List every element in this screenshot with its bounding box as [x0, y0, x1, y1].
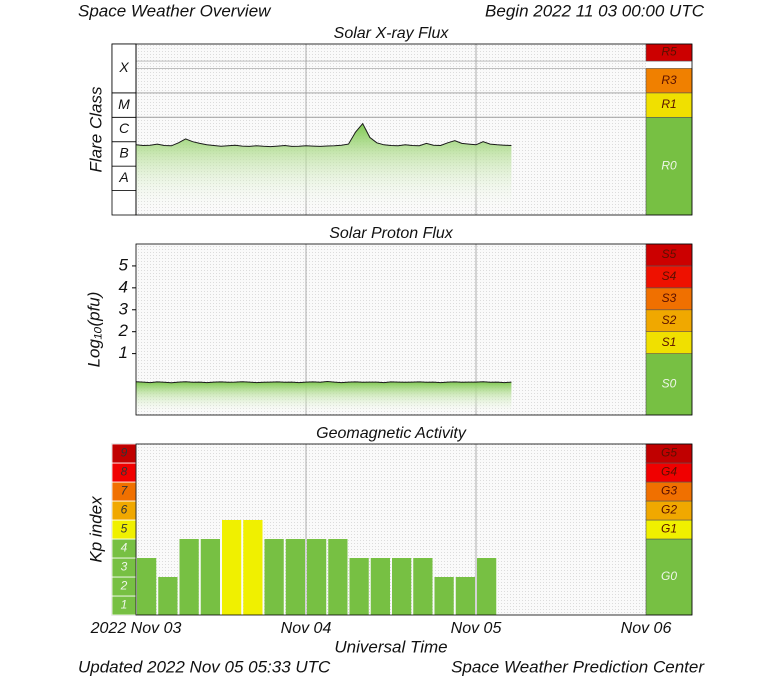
x-tick-label: Nov 04 — [281, 620, 332, 637]
y-tick-label: 5 — [121, 522, 128, 536]
y-tick-label: 3 — [119, 299, 129, 318]
scale-band-label: S0 — [662, 376, 677, 390]
scale-band-label: G5 — [661, 446, 677, 460]
y-tick-label: 7 — [121, 484, 129, 498]
header-title: Space Weather Overview — [78, 1, 272, 20]
kp-bar — [413, 558, 433, 615]
tick-box — [111, 141, 137, 167]
tick-box — [111, 116, 137, 143]
kp-bar — [455, 577, 475, 615]
y-tick-label: 8 — [121, 465, 128, 479]
y-tick-label: 9 — [121, 446, 128, 460]
kp-bar — [243, 520, 263, 615]
scale-band-label: S2 — [662, 313, 677, 327]
scale-band-label: G0 — [661, 569, 677, 583]
kp-bar — [434, 577, 454, 615]
scale-band-label: R3 — [661, 73, 677, 87]
y-tick-label: 4 — [119, 277, 128, 296]
y-axis-label: Log₁₀(pfu) — [84, 292, 103, 368]
scale-band-label: R0 — [661, 158, 677, 172]
kp-bar — [477, 558, 497, 615]
plot-border — [135, 43, 693, 216]
y-tick-label: 1 — [121, 598, 128, 612]
kp-bar — [307, 539, 327, 615]
kp-bar — [222, 520, 242, 615]
y-tick-label: 6 — [121, 503, 128, 517]
kp-bar — [200, 539, 220, 615]
scale-band — [645, 353, 693, 416]
scale-band — [645, 538, 693, 616]
y-tick-label: 3 — [121, 560, 128, 574]
scale-band — [645, 92, 693, 118]
scale-band-label: G4 — [661, 465, 677, 479]
tick-box — [111, 92, 137, 118]
kp-bar — [370, 558, 390, 615]
flux-line — [135, 122, 512, 148]
footer-updated: Updated 2022 Nov 05 05:33 UTC — [78, 657, 331, 676]
y-axis-label: Kp index — [86, 496, 105, 563]
kp-bar — [264, 539, 284, 615]
x-tick-label: Nov 05 — [451, 620, 502, 637]
y-tick-label: 2 — [118, 321, 129, 340]
scale-band-label: S3 — [662, 291, 677, 305]
panel-title: Geomagnetic Activity — [316, 425, 467, 442]
y-tick-label: 2 — [120, 579, 128, 593]
flux-line — [135, 380, 512, 384]
panel-title: Solar X-ray Flux — [334, 25, 450, 42]
panel-title: Solar Proton Flux — [329, 225, 454, 242]
kp-bar — [179, 539, 199, 615]
scale-band-label: G1 — [661, 522, 677, 536]
footer-source: Space Weather Prediction Center — [451, 657, 705, 676]
header-begin: Begin 2022 11 03 00:00 UTC — [485, 1, 705, 20]
scale-band-label: S1 — [662, 335, 677, 349]
y-tick-label: X — [118, 59, 129, 75]
flux-area — [136, 381, 512, 415]
kp-bar — [392, 558, 412, 615]
scale-band-label: R1 — [661, 97, 676, 111]
scale-band-label: G3 — [661, 484, 677, 498]
y-axis-label: Flare Class — [86, 86, 105, 172]
y-tick-label: 5 — [119, 255, 129, 274]
y-tick-label: C — [119, 120, 130, 136]
flux-area — [136, 123, 512, 215]
x-axis-label: Universal Time — [334, 637, 447, 656]
y-tick-label: A — [118, 169, 128, 185]
kp-bar — [285, 539, 305, 615]
plot-border — [135, 443, 693, 616]
scale-band — [645, 116, 693, 216]
scale-band-label: R5 — [661, 45, 677, 59]
kp-bar — [158, 577, 178, 615]
x-tick-label: Nov 06 — [621, 620, 672, 637]
plot-background — [136, 444, 646, 615]
plot-border — [135, 243, 693, 416]
y-tick-label: B — [119, 145, 128, 161]
kp-bar — [328, 539, 348, 615]
scale-band-label: G2 — [661, 503, 677, 517]
y-tick-label: 4 — [121, 541, 128, 555]
y-tick-label: 1 — [119, 343, 128, 362]
kp-bar — [137, 558, 157, 615]
kp-bar — [349, 558, 369, 615]
scale-band-label: S4 — [662, 269, 677, 283]
scale-band-label: S5 — [662, 247, 677, 261]
x-tick-label: 2022 Nov 03 — [90, 620, 182, 637]
y-tick-label: M — [118, 96, 130, 112]
